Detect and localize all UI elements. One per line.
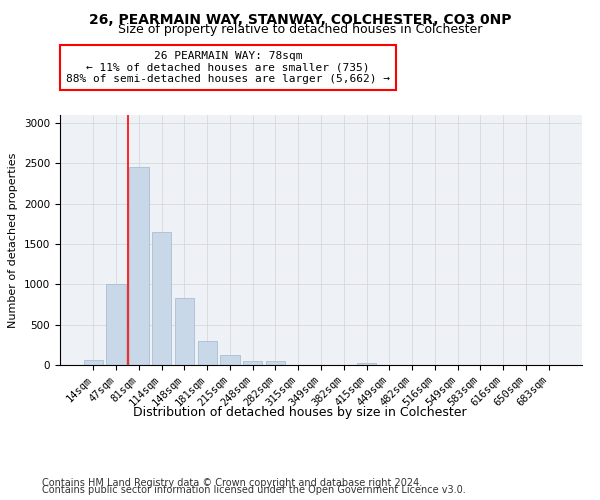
Bar — [106, 284, 126, 365]
Bar — [266, 361, 285, 365]
Bar — [152, 232, 172, 365]
Text: 26, PEARMAIN WAY, STANWAY, COLCHESTER, CO3 0NP: 26, PEARMAIN WAY, STANWAY, COLCHESTER, C… — [89, 12, 511, 26]
Y-axis label: Number of detached properties: Number of detached properties — [8, 152, 19, 328]
Bar — [84, 360, 103, 365]
Bar — [129, 168, 149, 365]
Bar — [220, 354, 239, 365]
Text: Contains public sector information licensed under the Open Government Licence v3: Contains public sector information licen… — [42, 485, 466, 495]
Text: Distribution of detached houses by size in Colchester: Distribution of detached houses by size … — [133, 406, 467, 419]
Bar — [175, 298, 194, 365]
Bar — [357, 362, 376, 365]
Text: Contains HM Land Registry data © Crown copyright and database right 2024.: Contains HM Land Registry data © Crown c… — [42, 478, 422, 488]
Bar — [243, 360, 262, 365]
Bar — [197, 341, 217, 365]
Text: Size of property relative to detached houses in Colchester: Size of property relative to detached ho… — [118, 22, 482, 36]
Text: 26 PEARMAIN WAY: 78sqm
← 11% of detached houses are smaller (735)
88% of semi-de: 26 PEARMAIN WAY: 78sqm ← 11% of detached… — [66, 51, 390, 84]
